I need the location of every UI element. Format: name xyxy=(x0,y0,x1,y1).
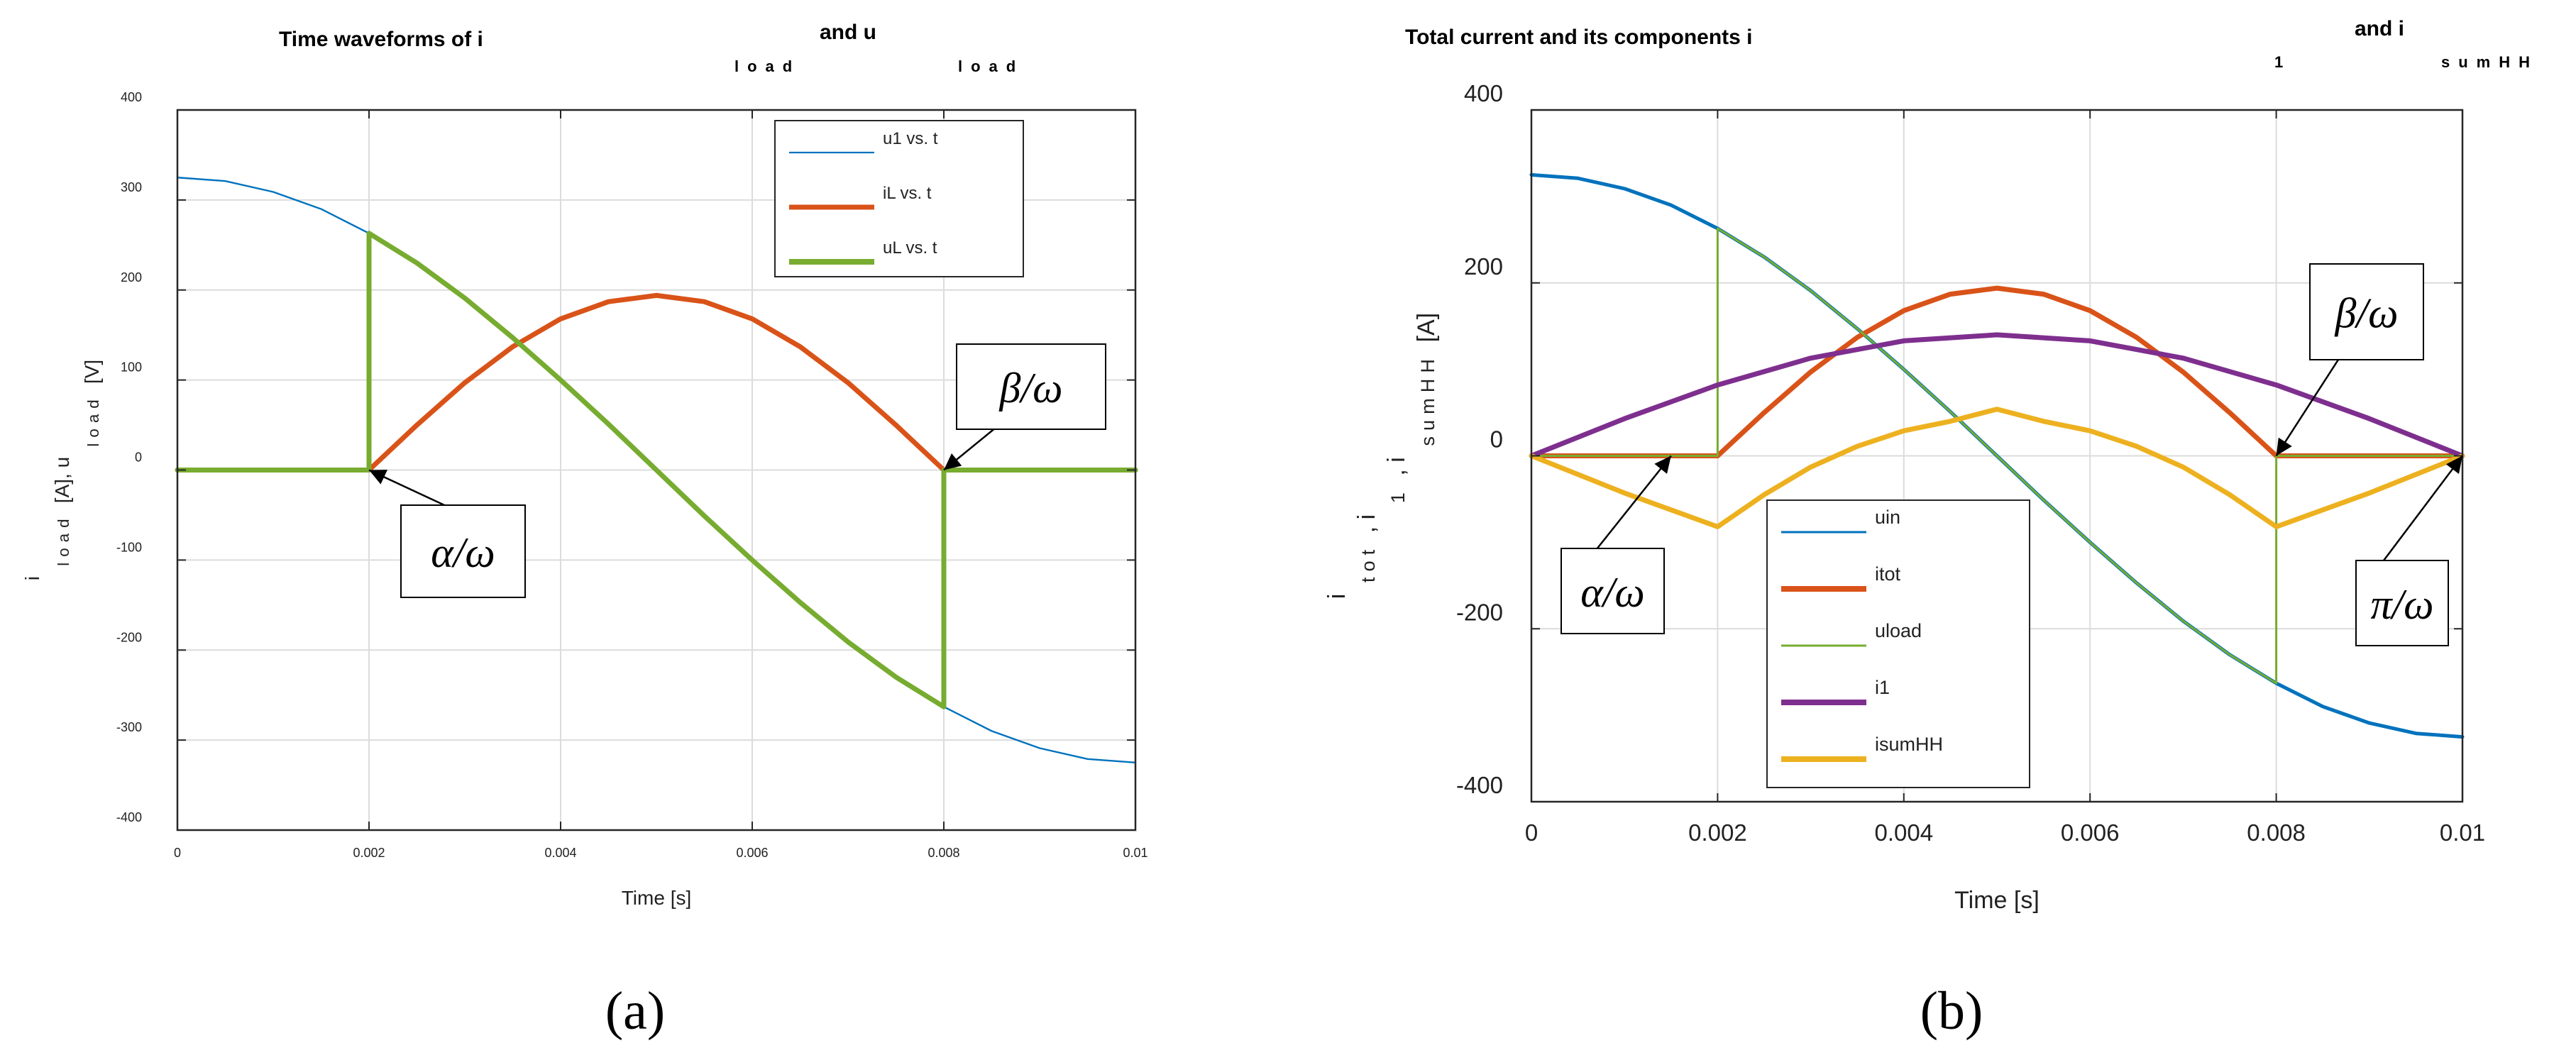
series-line-itot xyxy=(1529,285,2465,458)
y-axis-label-subscript: load xyxy=(55,503,72,576)
x-tick-label: 0 xyxy=(174,846,181,860)
title-subscript: 1 xyxy=(2274,53,2291,71)
series-line-i1 xyxy=(1529,332,2465,458)
annotation-arrowhead xyxy=(369,470,387,485)
y-tick-label: 0 xyxy=(1490,426,1503,453)
x-tick-label: 0.004 xyxy=(1875,819,1934,846)
annotation-box xyxy=(2309,263,2424,360)
legend-box xyxy=(774,120,1024,277)
series-line-uload xyxy=(1530,227,2464,685)
title-subscript: load xyxy=(958,57,1024,75)
chart-panel-a: 0 0.002 0.004 0.006 0.008 0.01 -400 -300 -200 -10… xyxy=(21,21,1148,1041)
y-tick-label: -200 xyxy=(1456,599,1503,625)
chart-title: Time waveforms of i xyxy=(279,28,483,51)
series-line-isumhh xyxy=(1529,407,2465,529)
legend: u1 vs. t iL vs. t uL vs. t xyxy=(774,120,1024,277)
y-axis-label-subscript: load xyxy=(84,384,102,457)
y-tick-label: 200 xyxy=(1464,253,1503,280)
y-axis-label-subscript: sumHH xyxy=(1416,342,1438,457)
y-tick-label: -100 xyxy=(116,540,142,554)
chart-title: Total current and its components i xyxy=(1405,26,1753,49)
legend-entry: iL vs. t xyxy=(883,184,932,203)
annotation-label: β/ω xyxy=(999,365,1063,411)
legend-entry: itot xyxy=(1875,563,1901,585)
series-line-il-vs-t xyxy=(175,292,1138,473)
panel-label: (b) xyxy=(1920,981,1983,1041)
chart-panel-b: 0 0.002 0.004 0.006 0.008 0.01 -400 -200 0 200 400… xyxy=(1323,17,2538,1041)
y-tick-label: 400 xyxy=(121,90,142,104)
y-tick-label: 0 xyxy=(135,451,142,465)
annotation: α/ω xyxy=(368,469,526,598)
x-tick-label: 0.002 xyxy=(353,846,385,860)
annotation-label: α/ω xyxy=(1580,569,1645,616)
y-tick-label: 300 xyxy=(121,180,142,194)
annotation-label: β/ω xyxy=(2335,290,2399,337)
annotation-box xyxy=(956,343,1106,430)
legend: uin itot uload i1 isumHH xyxy=(1766,499,2030,788)
x-tick-label: 0.008 xyxy=(928,846,959,860)
annotation-arrow xyxy=(1596,455,1672,549)
x-axis-label: Time [s] xyxy=(622,887,692,909)
annotation-arrowhead xyxy=(2445,455,2462,475)
annotation-arrow xyxy=(2275,359,2340,457)
panel-label: (a) xyxy=(605,981,665,1041)
x-axis-label: Time [s] xyxy=(1954,887,2040,914)
x-tick-label: 0.01 xyxy=(2440,819,2485,846)
x-tick-label: 0.01 xyxy=(1123,846,1147,860)
y-axis-label: i tot , i 1 , i sumHH [A] xyxy=(1323,313,1440,599)
annotation-arrowhead xyxy=(944,453,962,470)
annotation: β/ω xyxy=(943,343,1106,471)
y-tick-label: -400 xyxy=(116,810,142,824)
y-tick-label: -400 xyxy=(1456,772,1503,798)
legend-entry: uin xyxy=(1875,507,1900,528)
annotation: π/ω xyxy=(2355,455,2463,646)
x-tick-label: 0.002 xyxy=(1688,819,1747,846)
title-subscript: load xyxy=(734,57,800,75)
y-tick-label: 200 xyxy=(121,270,142,285)
y-tick-label: -300 xyxy=(116,720,142,734)
x-tick-label: 0.006 xyxy=(736,846,768,860)
annotation-label: α/ω xyxy=(431,529,495,576)
x-tick-label: 0.008 xyxy=(2247,819,2306,846)
legend-entry: u1 vs. t xyxy=(883,129,938,148)
x-tick-label: 0.004 xyxy=(544,846,576,860)
annotation-arrowhead xyxy=(1654,455,1671,474)
annotation: β/ω xyxy=(2275,263,2424,457)
x-tick-label: 0.006 xyxy=(2061,819,2120,846)
annotation-arrow xyxy=(2383,455,2463,561)
annotation-box xyxy=(400,504,526,598)
y-axis-label-subscript: 1 xyxy=(1387,476,1409,514)
y-tick-label: -200 xyxy=(116,630,142,644)
annotation-arrowhead xyxy=(2276,437,2292,456)
y-axis-label: i load [A], u load [V] xyxy=(21,360,103,580)
legend-entry: uload xyxy=(1875,620,1922,641)
legend-box xyxy=(1766,499,2030,788)
legend-entry: isumHH xyxy=(1875,734,1943,755)
annotation-label: π/ω xyxy=(2370,581,2433,628)
chart-title-continued: and i xyxy=(2355,17,2404,40)
legend-entry: uL vs. t xyxy=(883,238,937,258)
annotation-box xyxy=(1561,548,1665,634)
x-tick-label: 0 xyxy=(1525,819,1538,846)
y-tick-label: 100 xyxy=(121,360,142,375)
chart-title-continued: and u xyxy=(820,21,876,44)
y-tick-label: 400 xyxy=(1464,80,1503,106)
annotation: α/ω xyxy=(1561,455,1672,634)
annotation-box xyxy=(2355,560,2449,646)
y-axis-label-subscript: tot xyxy=(1357,533,1379,593)
title-subscript: sumHH xyxy=(2441,53,2538,71)
series-line-ul-vs-t xyxy=(175,231,1138,709)
legend-entry: i1 xyxy=(1875,677,1890,698)
